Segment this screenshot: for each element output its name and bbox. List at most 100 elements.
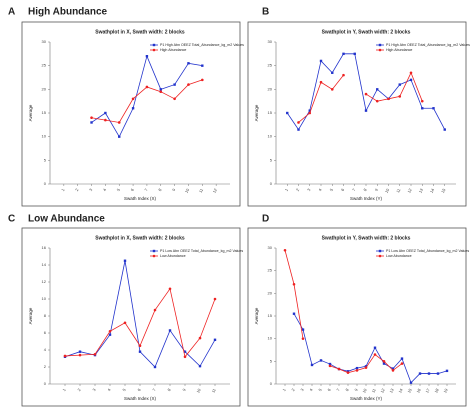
data-point — [443, 128, 446, 131]
data-point — [364, 92, 368, 96]
x-tick-label: 8 — [362, 187, 368, 192]
x-tick-label: 12 — [211, 187, 218, 194]
x-tick-label: 10 — [361, 387, 368, 394]
panel-heading: High Abundance — [28, 7, 108, 18]
x-tick-label: 13 — [388, 387, 395, 394]
data-point — [420, 99, 424, 103]
data-point — [168, 287, 172, 291]
x-tick-label: 13 — [417, 187, 424, 194]
x-tick-label: 16 — [415, 387, 422, 394]
x-tick-label: 5 — [329, 187, 335, 192]
x-tick-label: 7 — [143, 187, 149, 192]
x-axis-label: Swath Index (X) — [124, 396, 157, 401]
data-point — [153, 308, 157, 312]
x-tick-label: 7 — [351, 187, 357, 192]
data-point — [159, 90, 163, 93]
y-axis-label: Average — [254, 104, 259, 121]
legend-marker — [378, 43, 382, 47]
data-point — [436, 372, 440, 375]
data-point — [173, 97, 176, 101]
legend-marker — [378, 48, 382, 52]
data-point — [138, 344, 142, 348]
x-tick-label: 1 — [281, 387, 287, 392]
data-point — [376, 88, 379, 91]
x-tick-label: 19 — [442, 387, 449, 394]
x-tick-label: 4 — [106, 387, 112, 392]
x-tick-label: 3 — [299, 387, 305, 392]
data-point — [432, 107, 435, 110]
x-tick-label: 9 — [181, 387, 187, 392]
x-tick-label: 1 — [61, 387, 67, 392]
data-point — [398, 83, 401, 86]
x-tick-label: 1 — [60, 187, 66, 192]
legend-label: High Abundance — [386, 48, 412, 52]
x-tick-label: 4 — [317, 187, 323, 192]
y-tick-label: 16 — [42, 245, 47, 250]
data-point — [319, 359, 323, 362]
data-point — [173, 83, 176, 86]
legend-marker — [378, 254, 382, 258]
data-point — [445, 369, 449, 373]
panel-heading: Low Abundance — [28, 214, 105, 225]
data-point — [355, 366, 359, 370]
y-tick-label: 15 — [42, 110, 47, 115]
data-point — [427, 372, 431, 375]
x-tick-label: 11 — [370, 387, 377, 394]
y-tick-label: 25 — [268, 268, 273, 273]
data-point — [319, 80, 323, 84]
x-tick-label: 14 — [429, 187, 436, 194]
data-point — [418, 372, 422, 375]
data-point — [409, 71, 413, 75]
data-point — [123, 259, 127, 262]
x-tick-label: 12 — [379, 387, 386, 394]
panel-letter: D — [262, 214, 269, 225]
x-tick-label: 6 — [340, 187, 346, 192]
data-point — [330, 88, 334, 91]
data-point — [400, 362, 404, 365]
data-point — [131, 97, 135, 101]
x-tick-label: 9 — [171, 187, 177, 192]
y-tick-label: 10 — [42, 134, 47, 139]
legend-label: High Abundance — [160, 48, 186, 52]
x-tick-label: 2 — [295, 187, 301, 192]
y-tick-label: 30 — [268, 39, 273, 44]
x-tick-label: 6 — [326, 387, 332, 392]
x-tick-label: 10 — [184, 187, 191, 194]
data-point — [398, 95, 402, 98]
chart-title: Swathplot in X, Swath width: 2 blocks — [95, 29, 185, 35]
x-tick-label: 6 — [136, 387, 142, 392]
data-point — [373, 346, 377, 349]
y-tick-label: 20 — [268, 86, 273, 91]
y-tick-label: 10 — [268, 134, 273, 139]
legend-marker — [152, 43, 156, 47]
y-tick-label: 20 — [268, 290, 273, 295]
y-tick-label: 12 — [42, 279, 47, 284]
data-point — [104, 111, 107, 115]
y-tick-label: 8 — [44, 313, 47, 318]
x-tick-label: 5 — [317, 387, 323, 392]
data-point — [63, 354, 67, 358]
x-tick-label: 11 — [210, 387, 217, 394]
data-point — [391, 367, 395, 370]
x-tick-label: 18 — [433, 387, 440, 394]
data-point — [308, 109, 311, 112]
y-tick-label: 5 — [270, 358, 273, 363]
data-point — [104, 118, 107, 122]
data-point — [391, 369, 395, 372]
x-tick-label: 4 — [102, 187, 108, 192]
x-tick-label: 3 — [91, 387, 97, 392]
data-point — [283, 248, 287, 252]
y-tick-label: 10 — [268, 336, 273, 341]
y-tick-label: 5 — [270, 157, 273, 162]
y-tick-label: 10 — [42, 296, 47, 301]
x-tick-label: 5 — [116, 187, 122, 192]
legend-label: Low Abundance — [386, 254, 412, 258]
data-point — [319, 59, 323, 63]
data-point — [328, 362, 332, 366]
x-tick-label: 4 — [308, 387, 314, 392]
x-tick-label: 11 — [198, 187, 205, 194]
y-tick-label: 0 — [270, 181, 273, 186]
data-point — [387, 97, 390, 101]
x-axis-label: Swath Index (Y) — [350, 196, 383, 201]
